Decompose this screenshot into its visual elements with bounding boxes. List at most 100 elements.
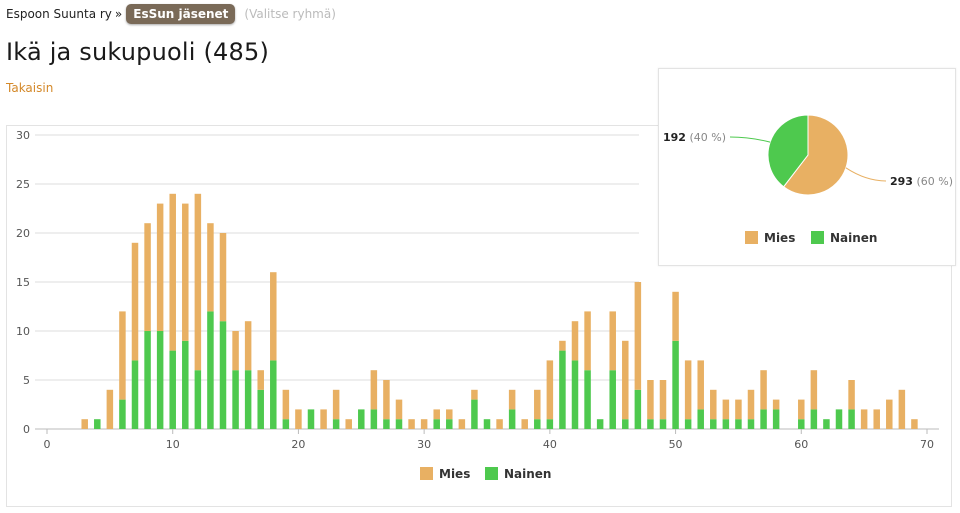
x-tick-label: 60 — [794, 438, 808, 451]
bar-nainen — [584, 370, 591, 429]
bar-mies — [433, 409, 440, 420]
bar-nainen — [722, 419, 730, 429]
bar-nainen — [182, 340, 189, 429]
bar-mies — [697, 360, 704, 410]
x-tick-label: 0 — [44, 438, 51, 451]
breadcrumb-separator: » — [114, 7, 123, 21]
x-tick-label: 30 — [417, 438, 431, 451]
age-gender-bar-chart: 0 5 10 15 20 25 30 0 10 20 30 40 50 60 70 Mies Nainen — [16, 129, 939, 481]
pie-connector-nainen — [729, 136, 771, 143]
bar-mies — [521, 419, 528, 429]
bar-mies — [420, 419, 428, 429]
legend-label-nainen: Nainen — [504, 467, 551, 481]
bar-mies — [169, 193, 176, 351]
bar-nainen — [634, 389, 642, 429]
back-link[interactable]: Takaisin — [6, 81, 54, 95]
bar-nainen — [395, 419, 403, 429]
pie-label-nainen: 192 (40 %) — [663, 131, 726, 144]
pie-connector-mies — [845, 167, 887, 182]
y-tick-label: 10 — [16, 325, 30, 338]
bar-nainen — [307, 409, 315, 429]
x-tick-label: 50 — [669, 438, 683, 451]
gender-pie-chart: 293 (60 %) 192 (40 %) Mies Nainen — [663, 114, 953, 245]
gender-pie-chart-panel: 293 (60 %) 192 (40 %) Mies Nainen — [658, 68, 956, 266]
legend-swatch-mies — [420, 467, 433, 480]
bar-mies — [270, 272, 277, 361]
bar-mies — [282, 389, 290, 420]
bar-nainen — [798, 419, 805, 429]
bar-nainen — [848, 409, 855, 429]
bar-nainen — [257, 389, 264, 429]
bar-mies — [408, 419, 415, 429]
pie-legend-swatch-mies — [745, 231, 758, 244]
bar-mies — [320, 409, 327, 429]
bar-mies — [207, 223, 214, 312]
breadcrumb-org-link[interactable]: Espoon Suunta ry — [6, 7, 112, 21]
y-tick-label: 5 — [23, 374, 30, 387]
bar-mies — [119, 311, 126, 400]
bar-nainen — [270, 360, 277, 429]
bar-mies — [182, 203, 189, 341]
y-tick-label: 30 — [16, 129, 30, 142]
x-tick-label: 10 — [166, 438, 180, 451]
bar-nainen — [559, 350, 566, 429]
bar-nainen — [546, 419, 554, 429]
bar-mies — [886, 399, 893, 429]
bar-nainen — [609, 370, 616, 429]
x-tick-label: 70 — [920, 438, 934, 451]
bar-mies — [370, 370, 378, 410]
bar-mies — [798, 399, 805, 420]
bar-nainen — [471, 399, 478, 429]
bar-mies — [911, 419, 918, 429]
bar-mies — [534, 389, 541, 420]
bar-nainen — [207, 311, 214, 429]
bar-nainen — [571, 360, 579, 429]
bar-nainen — [169, 350, 176, 429]
bar-nainen — [219, 321, 227, 429]
pie-legend-label-nainen: Nainen — [830, 231, 877, 245]
bar-nainen — [119, 399, 126, 429]
breadcrumb: Espoon Suunta ry » EsSun jäsenet (Valits… — [6, 4, 336, 24]
bar-mies — [622, 340, 629, 420]
bar-nainen — [697, 409, 704, 429]
bar-mies — [684, 360, 692, 420]
bar-mies — [722, 399, 730, 420]
group-select-button[interactable]: EsSun jäsenet — [126, 4, 236, 24]
y-tick-label: 25 — [16, 178, 30, 191]
bar-mies — [295, 409, 302, 429]
bar-mies — [496, 419, 503, 429]
pie-legend-swatch-nainen — [811, 231, 824, 244]
bar-mies — [257, 370, 264, 390]
bar-mies — [584, 311, 591, 371]
bar-nainen — [370, 409, 378, 429]
bar-mies — [144, 223, 151, 331]
bar-nainen — [747, 419, 755, 429]
bar-mies — [810, 370, 818, 410]
y-tick-label: 0 — [23, 423, 30, 436]
bar-mies — [81, 419, 88, 429]
bar-mies — [345, 419, 352, 429]
pie-slice-mies — [782, 114, 849, 196]
bar-nainen — [835, 409, 843, 429]
bar-nainen — [534, 419, 541, 429]
bar-nainen — [131, 360, 139, 429]
bar-mies — [446, 409, 453, 420]
x-tick-label: 20 — [291, 438, 305, 451]
bar-nainen — [244, 370, 252, 429]
bar-mies — [898, 389, 906, 429]
bar-mies — [458, 419, 466, 429]
bar-nainen — [282, 419, 290, 429]
bar-mies — [471, 389, 478, 400]
bar-mies — [772, 399, 780, 410]
bar-mies — [710, 389, 717, 420]
bar-nainen — [659, 419, 667, 429]
bar-mies — [131, 242, 139, 361]
legend-swatch-nainen — [485, 467, 498, 480]
bar-mies — [760, 370, 767, 410]
group-select-hint[interactable]: (Valitse ryhmä) — [244, 7, 336, 21]
y-tick-label: 15 — [16, 276, 30, 289]
bar-mies — [609, 311, 616, 371]
bar-mies — [383, 380, 390, 420]
bar-nainen — [94, 419, 101, 429]
bar-nainen — [232, 370, 239, 429]
